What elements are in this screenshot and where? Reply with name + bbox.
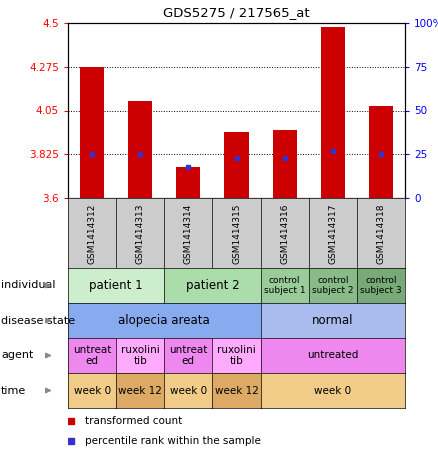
Text: untreat
ed: untreat ed xyxy=(169,345,208,366)
Text: patient 2: patient 2 xyxy=(186,279,239,292)
Text: GSM1414312: GSM1414312 xyxy=(88,204,96,265)
Text: agent: agent xyxy=(1,351,34,361)
Text: week 12: week 12 xyxy=(215,386,258,395)
Text: week 0: week 0 xyxy=(74,386,111,395)
Text: alopecia areata: alopecia areata xyxy=(118,314,210,327)
Bar xyxy=(224,132,248,198)
Text: control
subject 1: control subject 1 xyxy=(264,276,305,295)
Bar xyxy=(128,101,152,198)
Text: transformed count: transformed count xyxy=(85,416,182,426)
Text: time: time xyxy=(1,386,26,395)
Text: untreat
ed: untreat ed xyxy=(73,345,111,366)
Bar xyxy=(272,130,297,198)
Text: GSM1414316: GSM1414316 xyxy=(280,204,289,265)
Text: GSM1414313: GSM1414313 xyxy=(136,204,145,265)
Bar xyxy=(321,27,345,198)
Text: percentile rank within the sample: percentile rank within the sample xyxy=(85,436,261,446)
Text: control
subject 3: control subject 3 xyxy=(360,276,402,295)
Text: control
subject 2: control subject 2 xyxy=(312,276,353,295)
Bar xyxy=(369,106,393,198)
Text: normal: normal xyxy=(312,314,353,327)
Text: GSM1414317: GSM1414317 xyxy=(328,204,337,265)
Text: GSM1414314: GSM1414314 xyxy=(184,204,193,265)
Bar xyxy=(177,167,201,198)
Text: week 0: week 0 xyxy=(314,386,351,395)
Text: week 12: week 12 xyxy=(118,386,162,395)
Text: untreated: untreated xyxy=(307,351,358,361)
Text: patient 1: patient 1 xyxy=(89,279,143,292)
Text: week 0: week 0 xyxy=(170,386,207,395)
Text: GSM1414315: GSM1414315 xyxy=(232,204,241,265)
Title: GDS5275 / 217565_at: GDS5275 / 217565_at xyxy=(163,6,310,19)
Text: ruxolini
tib: ruxolini tib xyxy=(121,345,159,366)
Text: disease state: disease state xyxy=(1,315,75,326)
Bar xyxy=(80,67,104,198)
Text: ruxolini
tib: ruxolini tib xyxy=(217,345,256,366)
Text: GSM1414318: GSM1414318 xyxy=(376,204,385,265)
Text: individual: individual xyxy=(1,280,56,290)
